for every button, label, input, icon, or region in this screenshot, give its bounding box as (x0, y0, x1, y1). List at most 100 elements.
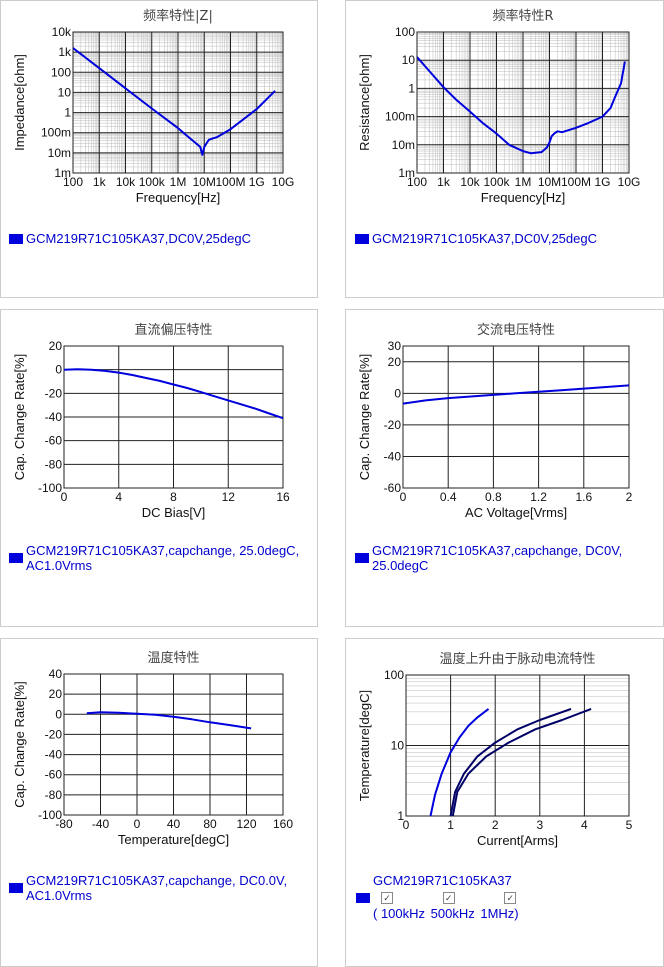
x-axis-label: Temperature[degC] (118, 832, 229, 847)
y-tick-label: -40 (45, 748, 63, 762)
x-tick-label: 12 (222, 490, 236, 504)
impedance-legend: GCM219R71C105KA37,DC0V,25degC (9, 231, 309, 246)
x-axis-label: Frequency[Hz] (136, 190, 221, 205)
x-tick-label: 100 (63, 175, 83, 189)
y-axis-label: Impedance[ohm] (12, 54, 27, 151)
x-tick-label: 100k (139, 175, 166, 189)
y-tick-label: 10 (402, 53, 416, 67)
series-line-2 (451, 707, 592, 816)
x-tick-label: 16 (276, 490, 290, 504)
y-axis-label: Resistance[ohm] (357, 54, 372, 151)
chart-title: 交流电压特性 (477, 322, 555, 338)
x-tick-label: 0 (400, 490, 407, 504)
option-100khz: ( 100kHz (373, 906, 426, 921)
y-tick-label: 100m (385, 110, 415, 124)
legend-swatch (355, 553, 369, 563)
y-axis-label: Cap. Change Rate[%] (357, 354, 372, 480)
legend-text: GCM219R71C105KA37,capchange, DC0V, 25.0d… (372, 543, 623, 573)
resistance-chart-panel: 频率特性R 100 1k 10k 100k 1M 10M 100M 1G 10G 1m 10m 100m… (345, 0, 664, 298)
x-tick-label: 0 (134, 817, 141, 831)
y-tick-label: 10k (52, 25, 72, 39)
x-tick-label: 1M (515, 175, 532, 189)
legend-text: GCM219R71C105KA37,DC0V,25degC (26, 231, 251, 246)
y-tick-label: -80 (45, 457, 63, 471)
plot-frame (416, 31, 630, 174)
series-line-0 (403, 384, 629, 405)
chart-title: 频率特性|Z| (143, 8, 213, 24)
x-tick-label: 10G (272, 175, 295, 189)
ripple-chart-panel: 温度上升由于脉动电流特性 0 1 2 3 4 5 1 10 100 Current[Arms] Tem… (345, 638, 664, 967)
y-tick-label: 0 (394, 386, 401, 400)
x-tick-label: 40 (167, 817, 181, 831)
plot-frame (402, 345, 630, 489)
y-tick-label: 100 (395, 25, 415, 39)
impedance-chart-panel: 频率特性|Z| 100 1k 10k 100k 1M 10M 100M 1G 10G 1m 10m 10… (0, 0, 318, 298)
x-tick-label: 0 (403, 818, 410, 832)
y-tick-label: -40 (384, 449, 402, 463)
x-tick-label: 100M (561, 175, 591, 189)
x-axis-label: AC Voltage[Vrms] (465, 505, 567, 520)
y-tick-label: -40 (45, 410, 63, 424)
legend-text: GCM219R71C105KA37,capchange, DC0.0V, AC1… (26, 873, 288, 903)
plot-frame (72, 31, 284, 174)
checkbox-100khz[interactable]: ✓ (381, 892, 393, 904)
y-tick-label: 20 (388, 355, 402, 369)
dc-bias-legend: GCM219R71C105KA37,capchange, 25.0degC, A… (9, 543, 309, 573)
ac-voltage-chart-panel: 交流电压特性 0 0.4 0.8 1.2 1.6 2 30 20 0 -20 -40 -60 AC Vol… (345, 309, 664, 627)
y-tick-label: -60 (384, 481, 402, 495)
impedance-chart: 频率特性|Z|100 1k 10k 100k 1M 10M 100M 1G 10G1m10m10… (12, 8, 295, 205)
chart-title: 温度特性 (147, 650, 199, 666)
x-tick-label: 2 (492, 818, 499, 832)
y-tick-label: 1 (397, 809, 404, 823)
legend-text: GCM219R71C105KA37,capchange, 25.0degC, A… (26, 543, 300, 573)
resistance-chart: 频率特性R 100 1k 10k 100k 1M 10M 100M 1G 10G 1m 10m 100m… (357, 8, 641, 205)
y-tick-label: -20 (45, 727, 63, 741)
series-line-0 (417, 56, 626, 155)
x-axis-label: DC Bias[V] (142, 505, 206, 520)
plot-frame (63, 345, 284, 489)
y-tick-label: 20 (49, 687, 63, 701)
y-axis-label: Temperature[degC] (357, 690, 372, 801)
x-tick-label: 0.4 (440, 490, 457, 504)
ripple-legend: GCM219R71C105KA37 ✓ ✓ ✓ ( 100kHz 500kHz … (356, 873, 656, 921)
x-tick-label: 100M (215, 175, 245, 189)
y-tick-label: 40 (49, 667, 63, 681)
y-tick-label: 1m (54, 166, 71, 180)
y-tick-label: 1m (398, 166, 415, 180)
plot-area (403, 346, 629, 488)
plot-frame (405, 674, 630, 817)
y-tick-label: 0 (55, 363, 62, 377)
ac-voltage-legend: GCM219R71C105KA37,capchange, DC0V, 25.0d… (355, 543, 655, 573)
chart-title: 温度上升由于脉动电流特性 (439, 651, 595, 667)
x-tick-label: 160 (273, 817, 293, 831)
y-tick-label: 100 (51, 65, 71, 79)
temperature-chart-panel: 温度特性 -80 -40 0 40 80 120 160 40 20 0 -20 -40 -60 -80 -1… (0, 638, 318, 967)
x-tick-label: 5 (626, 818, 633, 832)
x-tick-label: 1k (437, 175, 451, 189)
y-tick-label: 0 (55, 707, 62, 721)
checkbox-1mhz[interactable]: ✓ (504, 892, 517, 904)
x-tick-label: 1M (170, 175, 187, 189)
y-tick-label: 20 (49, 339, 63, 353)
temperature-chart: 温度特性-80 -40 0 40 80 120 16040200-20-40-60-80-1… (12, 650, 293, 847)
legend-swatch (355, 234, 369, 244)
y-tick-label: 10m (392, 138, 415, 152)
y-tick-label: -60 (45, 768, 63, 782)
legend-swatch (9, 883, 23, 893)
x-tick-label: -80 (55, 817, 73, 831)
frequency-options: ( 100kHz 500kHz 1MHz) (373, 906, 656, 921)
x-tick-label: 10G (618, 175, 641, 189)
x-axis-label: Current[Arms] (477, 833, 558, 848)
checkbox-500khz[interactable]: ✓ (442, 892, 455, 904)
x-tick-label: 10M (193, 175, 216, 189)
y-tick-label: -20 (384, 418, 402, 432)
legend-text: GCM219R71C105KA37 (373, 873, 512, 888)
resistance-legend: GCM219R71C105KA37,DC0V,25degC (355, 231, 655, 246)
x-tick-label: 100k (483, 175, 510, 189)
legend-swatch (356, 893, 370, 903)
x-tick-label: 1 (447, 818, 454, 832)
chart-title: 直流偏压特性 (134, 323, 212, 338)
y-tick-label: 1 (64, 106, 71, 120)
series-line-0 (86, 711, 252, 730)
